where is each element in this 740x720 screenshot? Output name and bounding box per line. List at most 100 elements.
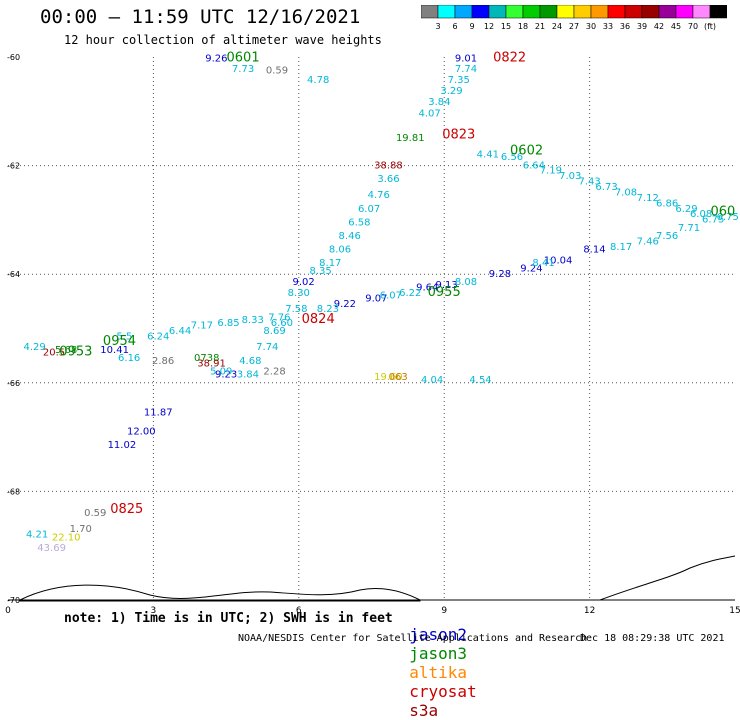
color-scale-label: 30 — [586, 22, 596, 31]
swh-value: 0738 — [194, 353, 219, 364]
color-scale-label: 33 — [603, 22, 613, 31]
swh-value: 38.91 — [197, 359, 226, 370]
color-scale-label: 6 — [452, 22, 457, 31]
swh-value: 0.59 — [266, 65, 288, 76]
swh-value: 2.86 — [152, 356, 174, 367]
y-tick-label: -70 — [7, 596, 20, 605]
swh-value: 5.09 — [210, 367, 232, 378]
swh-value: 10.41 — [100, 345, 129, 356]
swh-value: 7.17 — [191, 321, 213, 332]
swh-value: 2.28 — [263, 367, 285, 378]
swh-value: 9.13 — [435, 280, 457, 291]
swh-value: 8.41 — [532, 258, 554, 269]
swh-value: 6.86 — [656, 198, 678, 209]
swh-value: 8.08 — [455, 277, 477, 288]
swh-value: 12.00 — [127, 426, 156, 437]
swh-value: 43.69 — [37, 543, 66, 554]
color-scale-label: 70 — [688, 22, 698, 31]
swh-value: 4.29 — [24, 342, 46, 353]
swh-value: 20.5 — [43, 348, 65, 359]
pass-time-label: 0822 — [493, 50, 526, 65]
swh-value: 9.28 — [489, 269, 511, 280]
swh-value: 6.75 — [702, 215, 724, 226]
color-scale-label: 18 — [518, 22, 528, 31]
x-tick-label: 12 — [584, 606, 595, 616]
swh-value: 6.58 — [348, 217, 370, 228]
swh-value: 8.17 — [610, 242, 632, 253]
swh-value: 3.66 — [377, 174, 399, 185]
y-tick-label: -62 — [7, 162, 20, 171]
swh-value: 4.54 — [469, 375, 491, 386]
swh-value: 7.74 — [455, 64, 477, 75]
color-scale-label: 24 — [552, 22, 562, 31]
footer-note: note: 1) Time is in UTC; 2) SWH is in fe… — [64, 611, 393, 626]
pass-time-label: 0824 — [302, 312, 335, 327]
swh-value: 7.73 — [232, 64, 254, 75]
swh-value: 8.23 — [317, 304, 339, 315]
swh-value: 4.04 — [421, 375, 443, 386]
swh-value: 4.78 — [307, 75, 329, 86]
swh-value: 9.02 — [293, 277, 315, 288]
color-scale-label: (ft) — [704, 22, 716, 31]
swh-value: 22.10 — [52, 532, 81, 543]
plot-area: 0 3 6 9 12 15-60-62-64-66-68-70 9.26 9.019.029… — [5, 50, 740, 616]
x-tick-label: 15 — [729, 606, 740, 616]
color-scale-label: 45 — [671, 22, 681, 31]
swh-value: 7.71 — [678, 223, 700, 234]
swh-value: 6.75 — [717, 212, 739, 223]
pass-time-label: 0953 — [59, 345, 92, 360]
pass-time-label: 0955 — [428, 285, 461, 300]
swh-value: 6.16 — [118, 353, 140, 364]
satellite-legend: jason2 jason3 altika cryosat s3a — [390, 606, 476, 720]
legend-s3a: s3a — [409, 701, 439, 720]
color-scale-label: 12 — [484, 22, 494, 31]
swh-value: 11.87 — [144, 407, 173, 418]
chart-subtitle: 12 hour collection of altimeter wave hei… — [64, 33, 382, 47]
swh-value: 9.64 — [416, 282, 438, 293]
grid-lines — [8, 57, 735, 600]
time-labels: 0601 0822 0823 0602 060 0824 0955 0954 0953 0825 — [59, 50, 735, 517]
color-scale-label: 21 — [535, 22, 545, 31]
y-tick-label: -64 — [7, 270, 20, 279]
legend-jason2: jason2 — [409, 625, 468, 644]
x-tick-label: 3 — [151, 606, 157, 616]
swh-value: 4.07 — [419, 109, 441, 120]
swh-value: 4.21 — [26, 530, 48, 541]
color-scale-label: 27 — [569, 22, 579, 31]
swh-value: 10.04 — [544, 255, 573, 266]
swh-value: 38.88 — [374, 160, 403, 171]
swh-value: 8.06 — [329, 244, 351, 255]
coastline-east — [599, 555, 736, 601]
swh-value: 4.68 — [239, 356, 261, 367]
swh-value: 7.56 — [656, 231, 678, 242]
swh-value: 9.22 — [334, 299, 356, 310]
swh-value: 7.35 — [448, 75, 470, 86]
swh-value: 6.73 — [595, 182, 617, 193]
swh-value: 8.69 — [263, 326, 285, 337]
swh-value: 6.60 — [271, 318, 293, 329]
swh-value: 6.07 — [380, 291, 402, 302]
color-scale-legend: 3 6 9 12 15 18 21 24 27 30 33 36 39 42 45 70 (ft) — [421, 5, 727, 31]
swh-value: 6.08 — [690, 209, 712, 220]
swh-value: 7.74 — [256, 342, 278, 353]
swh-value: 9.01 — [455, 53, 477, 64]
swh-value: 8.35 — [309, 266, 331, 277]
x-tick-label: 6 — [296, 606, 302, 616]
pass-time-label: 0825 — [110, 502, 143, 517]
swh-value: 8.17 — [319, 258, 341, 269]
swh-value: 7.76 — [268, 312, 290, 323]
swh-value: 7.58 — [285, 304, 307, 315]
swh-value: 6.44 — [169, 326, 191, 337]
swh-value: 4.76 — [368, 190, 390, 201]
swh-value: 6.22 — [399, 288, 421, 299]
chart-title: 00:00 – 11:59 UTC 12/16/2021 — [40, 6, 361, 28]
color-scale-label: 15 — [501, 22, 511, 31]
swh-value: 3.84 — [428, 97, 450, 108]
swh-value: 7.19 — [540, 166, 562, 177]
legend-jason3: jason3 — [409, 644, 468, 663]
color-scale-label: 39 — [637, 22, 647, 31]
y-tick-label: -60 — [7, 53, 20, 62]
pass-time-label: 0954 — [103, 334, 136, 349]
swh-value: 5.5 — [116, 331, 132, 342]
swh-value: 6.64 — [523, 160, 545, 171]
